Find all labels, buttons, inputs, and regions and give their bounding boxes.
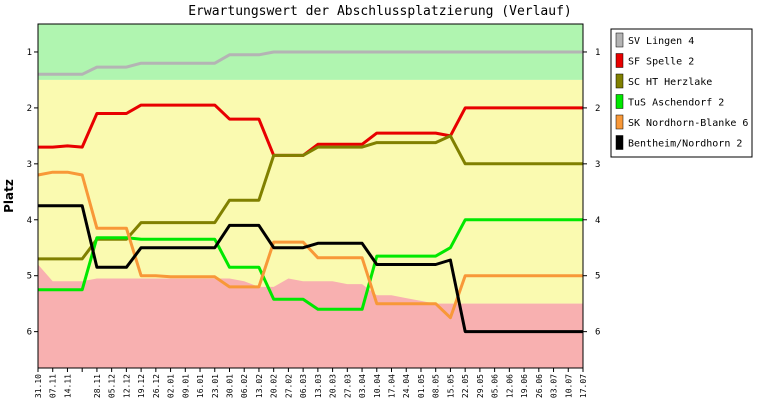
x-tick-label-31: 12.06 <box>505 374 514 398</box>
legend-swatch-0 <box>615 32 624 48</box>
x-tick-label-28: 22.05 <box>461 374 470 398</box>
x-tick-label-7: 26.12 <box>152 374 161 398</box>
y-ticks-right: 1 2 3 4 5 6 <box>583 48 600 338</box>
series-lines <box>37 50 583 334</box>
legend-swatch-3 <box>615 94 624 109</box>
y-tick-label-right-2: 3 <box>595 160 600 170</box>
series-line-5 <box>38 204 583 334</box>
x-tick-label-19: 20.03 <box>329 374 338 398</box>
legend-swatch-4 <box>615 114 624 130</box>
y-tick-label-right-0: 1 <box>595 48 600 58</box>
x-tick-label-30: 05.06 <box>491 374 500 398</box>
x-tick-label-6: 19.12 <box>137 374 146 398</box>
y-tick-label-left-3: 4 <box>27 216 32 226</box>
legend-label-4: SK Nordhorn-Blanke 6 <box>628 118 748 129</box>
chart-title: Erwartungswert der Abschlussplatzierung … <box>188 4 572 19</box>
x-tick-label-12: 30.01 <box>225 374 234 398</box>
x-tick-label-15: 20.02 <box>270 374 279 398</box>
legend-label-5: Bentheim/Nordhorn 2 <box>628 139 742 150</box>
x-tick-label-17: 06.03 <box>299 374 308 398</box>
x-tick-label-10: 16.01 <box>196 374 205 398</box>
legend-swatch-1 <box>615 53 624 68</box>
legend-label-3: TuS Aschendorf 2 <box>628 98 724 109</box>
relegation-area <box>38 264 583 368</box>
legend-swatch-5 <box>615 135 624 150</box>
x-tick-label-8: 02.01 <box>167 374 176 398</box>
x-tick-label-16: 27.02 <box>284 374 293 398</box>
x-tick-label-5: 12.12 <box>122 374 131 398</box>
y-tick-label-right-3: 4 <box>595 216 600 226</box>
y-tick-label-right-5: 6 <box>595 328 600 338</box>
y-tick-label-left-2: 3 <box>27 160 32 170</box>
y-tick-label-left-4: 5 <box>27 272 32 282</box>
x-tick-label-0: 31.10 <box>34 374 43 398</box>
x-tick-label-14: 13.02 <box>255 374 264 398</box>
x-tick-label-32: 19.06 <box>520 374 529 398</box>
x-tick-label-23: 17.04 <box>388 374 397 398</box>
y-tick-label-left-1: 2 <box>27 104 32 114</box>
x-ticks: 31.10 07.11 14.11 28.11 05.12 12.12 19.12 26.12… <box>34 368 588 398</box>
x-tick-label-3: 28.11 <box>93 374 102 398</box>
legend: SV Lingen 4 SF Spelle 2 SC HT Herzlake TuS … <box>610 28 753 158</box>
x-tick-label-25: 01.05 <box>417 374 426 398</box>
background-bands <box>38 24 583 368</box>
y-tick-label-left-5: 6 <box>27 328 32 338</box>
plot-frame <box>37 23 584 369</box>
x-tick-label-36: 17.07 <box>579 374 588 398</box>
x-tick-label-24: 24.04 <box>402 374 411 398</box>
x-tick-label-13: 06.02 <box>240 374 249 398</box>
x-tick-label-4: 05.12 <box>108 374 117 398</box>
x-tick-label-2: 14.11 <box>63 374 72 398</box>
legend-label-2: SC HT Herzlake <box>628 77 712 88</box>
x-tick-label-29: 29.05 <box>476 374 485 398</box>
x-tick-label-35: 10.07 <box>564 374 573 398</box>
x-tick-label-1: 07.11 <box>49 374 58 398</box>
y-axis-label: Platz <box>2 179 16 213</box>
x-tick-label-21: 03.04 <box>358 374 367 398</box>
x-tick-label-11: 23.01 <box>211 374 220 398</box>
x-tick-label-34: 03.07 <box>550 374 559 398</box>
x-tick-label-27: 15.05 <box>446 374 455 398</box>
legend-swatch-2 <box>615 73 624 89</box>
y-tick-label-right-1: 2 <box>595 104 600 114</box>
y-ticks-left: 1 2 3 4 5 6 <box>27 48 38 338</box>
x-tick-label-26: 08.05 <box>432 374 441 398</box>
x-tick-label-22: 10.04 <box>373 374 382 398</box>
y-tick-label-left-0: 1 <box>27 48 32 58</box>
y-tick-label-right-4: 5 <box>595 272 600 282</box>
x-tick-label-33: 26.06 <box>535 374 544 398</box>
legend-label-1: SF Spelle 2 <box>628 57 694 68</box>
series-line-4 <box>37 170 583 320</box>
legend-box <box>610 28 753 158</box>
x-tick-label-20: 27.03 <box>343 374 352 398</box>
x-tick-label-18: 13.03 <box>314 374 323 398</box>
x-tick-label-9: 09.01 <box>181 374 190 398</box>
series-line-0 <box>38 50 583 76</box>
legend-label-0: SV Lingen 4 <box>628 36 694 47</box>
